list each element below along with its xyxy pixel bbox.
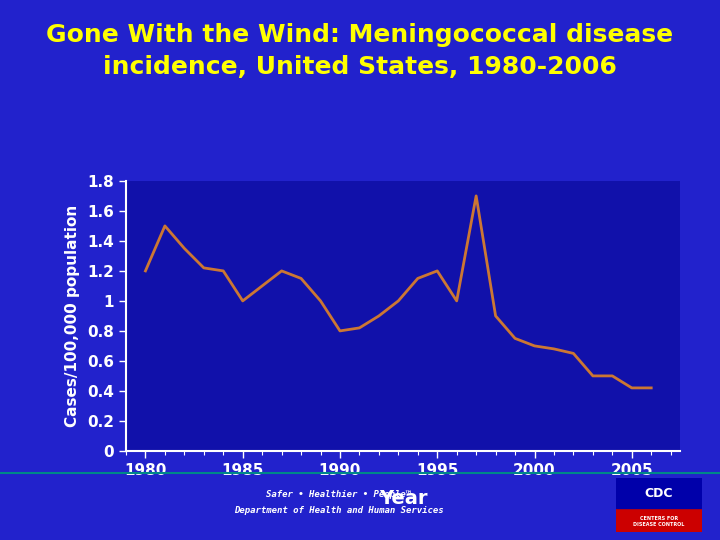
- Text: Safer • Healthier • People™: Safer • Healthier • People™: [266, 490, 411, 498]
- Text: incidence, United States, 1980-2006: incidence, United States, 1980-2006: [103, 56, 617, 79]
- Text: Department of Health and Human Services: Department of Health and Human Services: [233, 506, 444, 515]
- Text: Gone With the Wind: Meningococcal disease: Gone With the Wind: Meningococcal diseas…: [46, 23, 674, 47]
- Text: CDC: CDC: [644, 487, 673, 500]
- Y-axis label: Cases/100,000 population: Cases/100,000 population: [66, 205, 80, 427]
- X-axis label: Year: Year: [379, 489, 428, 508]
- Bar: [616, 478, 702, 508]
- Text: CENTERS FOR
DISEASE CONTROL: CENTERS FOR DISEASE CONTROL: [633, 516, 685, 526]
